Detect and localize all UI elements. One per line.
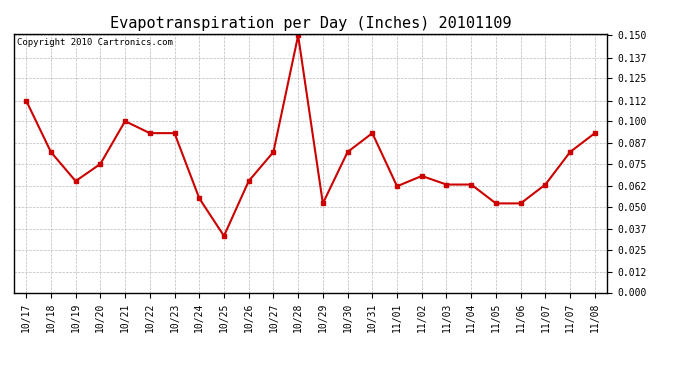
Text: Copyright 2010 Cartronics.com: Copyright 2010 Cartronics.com <box>17 38 172 46</box>
Title: Evapotranspiration per Day (Inches) 20101109: Evapotranspiration per Day (Inches) 2010… <box>110 16 511 31</box>
